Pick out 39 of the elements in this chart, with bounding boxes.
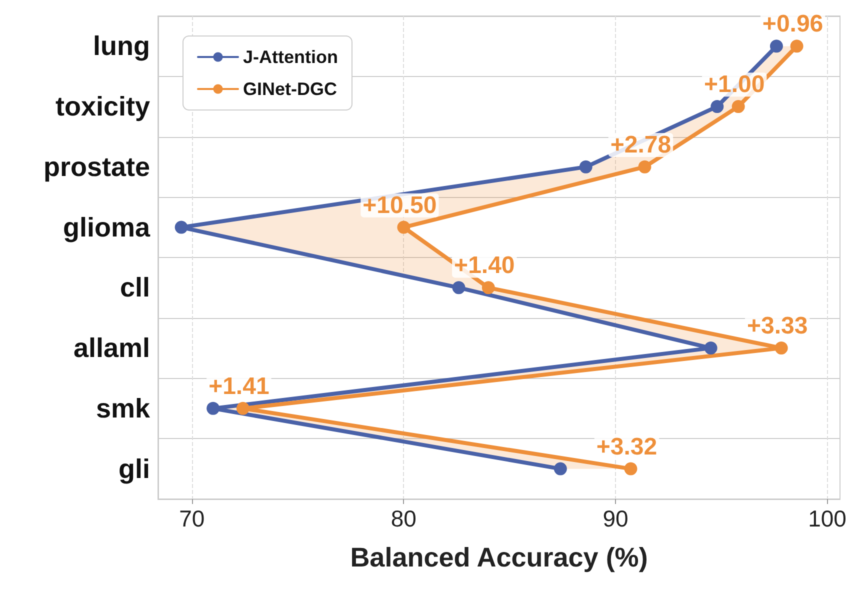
point (770, 40, 783, 53)
y-tick-label: smk (96, 393, 151, 424)
point (624, 462, 638, 476)
annotation: +1.40 (454, 252, 515, 280)
point (206, 402, 220, 415)
annotation: +10.50 (362, 192, 437, 219)
x-axis-title: Balanced Accuracy (%) (350, 542, 648, 572)
point (732, 100, 745, 114)
point (579, 160, 592, 174)
point (236, 402, 250, 415)
point (482, 281, 495, 294)
annotation: +1.00 (704, 71, 765, 98)
x-tick-label: 70 (179, 506, 205, 532)
point (397, 220, 410, 234)
y-tick-label: gli (118, 454, 150, 484)
x-tick-label: 90 (602, 506, 628, 532)
annotation: +1.41 (208, 372, 270, 400)
point (554, 462, 567, 476)
point (452, 281, 466, 294)
x-tick-label: 80 (390, 506, 416, 532)
x-tick-label: 100 (808, 506, 846, 532)
y-tick-label: glioma (62, 212, 151, 242)
y-tick-label: toxicity (55, 92, 150, 122)
y-tick-label: prostate (43, 152, 150, 182)
point (710, 100, 724, 114)
point (790, 40, 804, 53)
y-tick-label: lung (93, 31, 150, 62)
annotation: +2.78 (610, 131, 672, 158)
point (174, 220, 188, 234)
y-tick-label: allaml (73, 333, 150, 364)
legend-label: GINet-DGC (243, 79, 337, 99)
annotation: +3.32 (596, 433, 658, 460)
point (638, 160, 652, 174)
annotation: +0.96 (762, 10, 824, 38)
point (704, 342, 718, 355)
annotation: +3.33 (746, 312, 808, 340)
legend-label: J-Attention (243, 47, 338, 67)
point (774, 342, 788, 355)
y-tick-label: cll (120, 272, 150, 303)
